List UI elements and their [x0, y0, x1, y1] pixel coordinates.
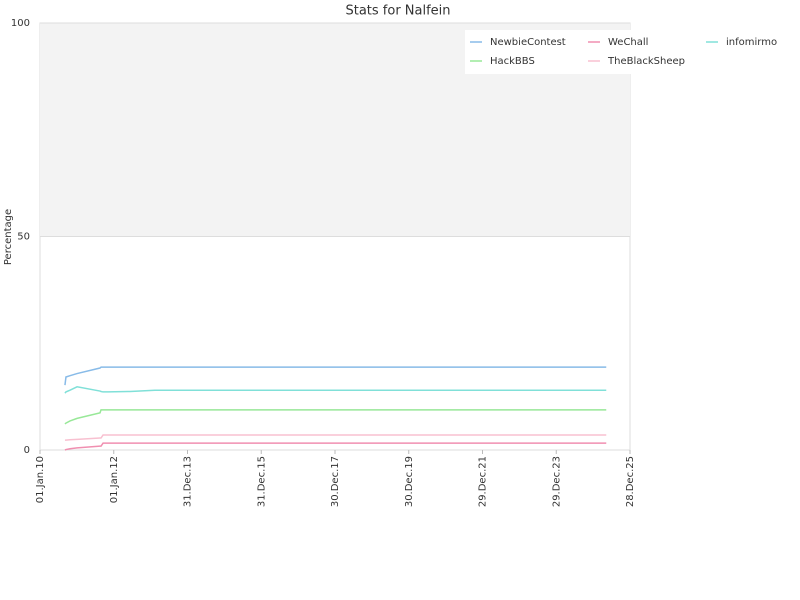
x-tick-label: 30.Dec.19	[404, 456, 415, 507]
x-tick-label: 31.Dec.15	[256, 456, 267, 507]
x-tick-label: 29.Dec.21	[478, 456, 489, 507]
legend-box	[465, 30, 800, 74]
series-line	[64, 386, 607, 394]
series-line	[64, 434, 607, 441]
legend-label: HackBBS	[490, 56, 535, 67]
x-tick-label: 28.Dec.25	[625, 456, 636, 507]
legend-label: WeChall	[608, 37, 648, 48]
y-tick-label: 0	[24, 445, 30, 456]
y-axis-label: Percentage	[3, 209, 14, 265]
series-line	[64, 409, 607, 425]
chart-title: Stats for Nalfein	[345, 4, 450, 19]
x-tick-label: 30.Dec.17	[330, 456, 341, 507]
legend-label: infomirmo	[726, 37, 777, 48]
x-tick-label: 01.Jan.10	[35, 456, 46, 503]
series-line	[64, 442, 607, 451]
x-tick-label: 29.Dec.23	[551, 456, 562, 507]
y-tick-label: 50	[17, 232, 30, 243]
x-tick-label: 01.Jan.12	[109, 456, 120, 503]
series-line	[64, 366, 607, 386]
legend: NewbieContest WeChall infomirmo HackBBS TheB…	[465, 30, 800, 74]
legend-label: NewbieContest	[490, 37, 566, 48]
y-tick-label: 100	[11, 18, 30, 29]
x-tick-label: 31.Dec.13	[183, 456, 194, 507]
legend-label: TheBlackSheep	[607, 56, 685, 67]
